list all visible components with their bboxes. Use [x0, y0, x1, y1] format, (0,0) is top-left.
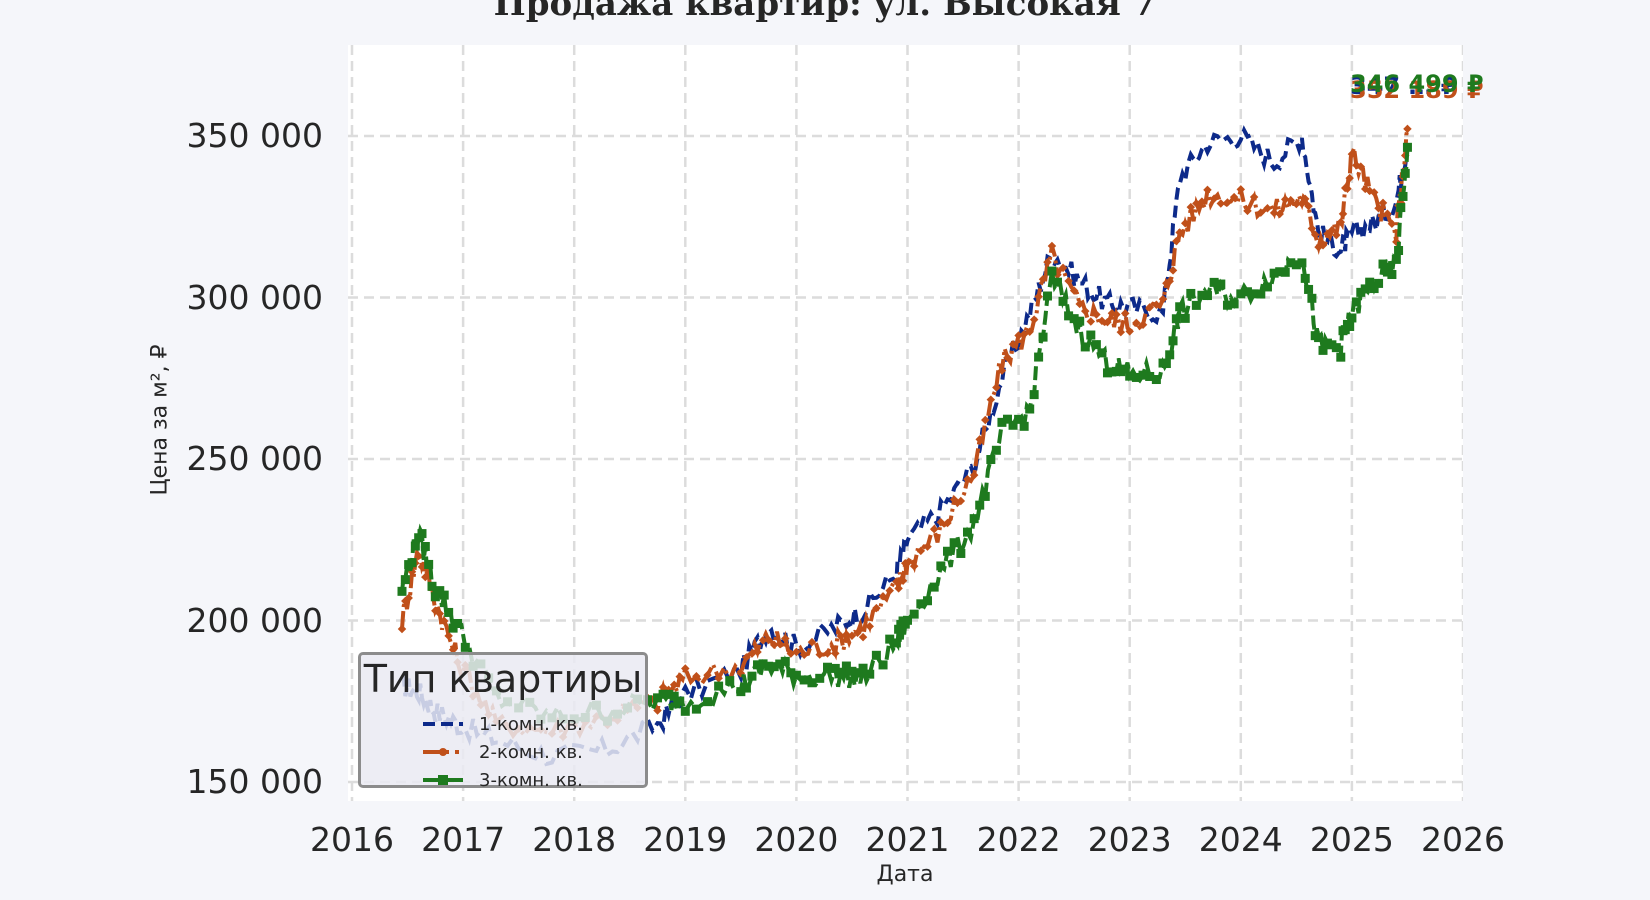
square-marker-line-icon [423, 775, 463, 785]
x-tick-label: 2020 [754, 820, 839, 859]
end-label-one-room: 347 … ₽ [1350, 72, 1458, 100]
x-tick-label: 2024 [1198, 820, 1283, 859]
y-tick-label: 300 000 [186, 277, 323, 317]
end-label-two-room: 352 189 ₽ [1350, 76, 1484, 104]
x-tick-label: 2017 [421, 820, 506, 859]
legend: Тип квартиры 1-комн. кв. 2-комн. кв. 3-к… [358, 652, 648, 791]
y-tick-label: 150 000 [186, 762, 323, 801]
legend-label: 2-комн. кв. [479, 741, 583, 763]
x-axis-label: Дата [876, 862, 934, 887]
y-tick-label: 200 000 [186, 600, 323, 640]
x-tick-label: 2025 [1309, 820, 1394, 859]
legend-item-one-room: 1-комн. кв. [423, 711, 583, 737]
end-label-three-room: 346 499 ₽ [1350, 70, 1484, 98]
x-tick-label: 2026 [1421, 820, 1505, 859]
series-line [400, 128, 1410, 743]
legend-title: Тип квартиры [363, 657, 643, 701]
y-tick-label: 250 000 [186, 439, 323, 478]
x-tick-label: 2023 [1087, 820, 1172, 859]
x-tick-label: 2016 [310, 820, 394, 859]
dashed-line-icon [423, 722, 463, 726]
y-tick-label: 350 000 [186, 116, 323, 155]
legend-item-two-room: 2-комн. кв. [423, 739, 583, 765]
legend-label: 3-комн. кв. [479, 769, 583, 791]
y-axis-label: Цена за м², ₽ [147, 344, 173, 496]
x-tick-label: 2018 [532, 820, 617, 859]
x-tick-label: 2022 [976, 820, 1061, 859]
x-tick-label: 2019 [643, 820, 728, 859]
x-tick-label: 2021 [865, 820, 950, 859]
chart-title: Продажа квартир: ул. Высокая 7 [493, 0, 1157, 24]
legend-item-three-room: 3-комн. кв. [423, 767, 583, 793]
dash-dot-line-icon [423, 748, 459, 756]
series-line [400, 147, 1410, 724]
legend-label: 1-комн. кв. [479, 713, 583, 735]
